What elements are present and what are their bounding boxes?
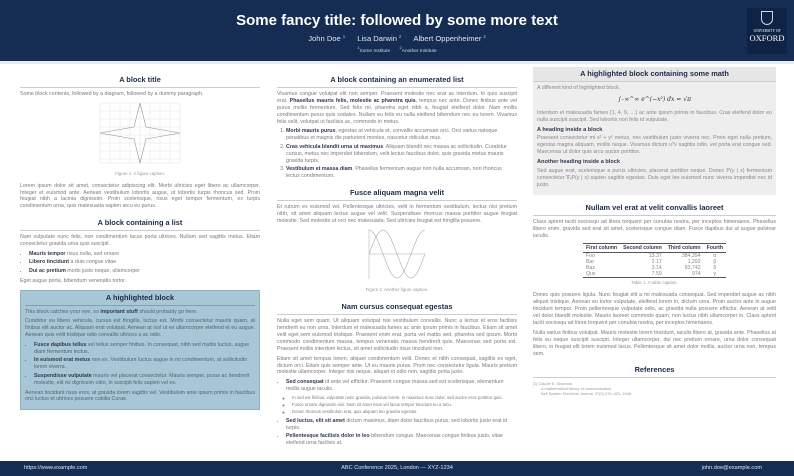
list-item: Morbi mauris purus, egestas at vehicula … — [286, 128, 517, 142]
bullet-list: Fusce dapibus tellus vel tellus semper f… — [34, 342, 255, 386]
table-cell: 2.17 — [651, 259, 662, 266]
enumerated-list: Morbi mauris purus, egestas at vehicula … — [286, 128, 517, 179]
list-item: Libero tincidunt a duis congue vitae — [29, 259, 260, 266]
table-cell: β — [713, 259, 717, 266]
paragraph: Sed augue erat, scelerisque a purus ultr… — [537, 168, 772, 188]
author: Lisa Darwin 2 — [357, 34, 402, 43]
table-cell: Baz — [585, 265, 595, 272]
poster-footer: ABC Conference 2025, London — XYZ-1234 h… — [0, 461, 794, 476]
paragraph: Eget augue porta, bibendum venenatis tor… — [20, 277, 127, 284]
crest-icon — [761, 11, 773, 25]
affiliation: 2Another Institute — [399, 45, 437, 54]
email-link[interactable]: john.doe@example.com — [701, 465, 762, 471]
bullet-list: Sed consequat id ante vel efficitur. Pra… — [286, 379, 517, 447]
table-cell: Foo — [585, 253, 595, 260]
paragraph: Lorem ipsum dolor sit amet, consectetur … — [20, 182, 260, 210]
data-table: First column Second column Third column … — [582, 243, 727, 279]
block-title: Nam cursus consequat egestas — [277, 300, 517, 316]
list-item: Dui ac pretium morbi justo neque, ullamc… — [29, 268, 260, 275]
table-cell: Qux — [582, 271, 621, 279]
website-link[interactable]: https://www.example.com — [24, 465, 88, 471]
table-row: Baz 3.14 83,742 δ — [583, 265, 726, 271]
sub-list: In sed est finibus, vulputate nunc gravi… — [292, 395, 517, 415]
table-row: Foo 13.37 384,394 α — [583, 253, 726, 260]
conference-name: ABC Conference 2025, London — XYZ-1234 — [341, 465, 453, 471]
paragraph: This block catches your eye, so importan… — [25, 308, 198, 315]
equation: ∫₋∞^∞ e^(−x²) dx = √π — [617, 95, 692, 103]
block-title: A block title — [20, 73, 260, 88]
figure-caption: Figure 1. A figure caption. — [115, 170, 165, 176]
list-item: Suspendisse vulputate mauris vel placera… — [34, 373, 255, 387]
paragraph: Vivamus congue volutpat elit non semper.… — [277, 90, 518, 125]
table-cell: Bar — [585, 259, 595, 266]
middle-column: A block containing an enumerated list Vi… — [277, 67, 517, 450]
paragraph: Nam vulputate nunc felis, non condimentu… — [20, 234, 260, 248]
paragraph: A different kind of highlighted block. — [537, 84, 621, 91]
table-cell: α — [713, 253, 717, 260]
list-item: Fusce dapibus tellus vel tellus semper f… — [34, 342, 255, 356]
block-title: Nullam vel erat at velit convallis laore… — [533, 201, 776, 216]
author-list: John Doe 1 Lisa Darwin 2 Albert Oppenhei… — [0, 32, 794, 44]
paragraph: Some block contents, followed by a diagr… — [20, 90, 204, 97]
block-title: A highlighted block containing some math — [533, 67, 776, 82]
sub-heading: Another heading inside a block — [537, 159, 620, 166]
star-diagram — [20, 101, 260, 168]
table-cell: 974 — [664, 271, 704, 279]
reference-item: [1] Claude E. Shannon. A mathematical th… — [533, 381, 632, 397]
poster-header: Some fancy title: followed by some more … — [0, 0, 794, 61]
block-title: A block containing an enumerated list — [277, 73, 517, 88]
affiliation: 1Some Institute — [357, 45, 391, 54]
paragraph: Nulla eget sem quam. Ut aliquam volutpat… — [277, 318, 517, 352]
list-item: Mauris tempor risus nulla, sed ornare — [29, 251, 260, 258]
paragraph: Praesent consectetur mi x² + y² metus, n… — [537, 135, 772, 156]
bullet-list: Mauris tempor risus nulla, sed ornare Li… — [29, 251, 260, 275]
sub-heading: A heading inside a block — [537, 126, 603, 133]
highlighted-block: A highlighted block This block catches y… — [20, 289, 260, 411]
list-item: In euismod erat metus non ex. Vestibulum… — [34, 357, 255, 371]
block-title: References — [533, 363, 776, 379]
header-divider — [0, 61, 794, 64]
sub-list-item: In sed est finibus, vulputate nunc gravi… — [292, 395, 517, 401]
paragraph: Nulla varius finibus volutpat. Mauris mo… — [533, 329, 776, 357]
paragraph: Interdum et malesuada fames {1, 4, 9, …}… — [537, 109, 772, 123]
paragraph: Class aptent taciti sociosqu ad litora t… — [533, 218, 776, 239]
table-row: Bar 2.17 1,392 β — [583, 259, 726, 265]
table-cell: δ — [713, 265, 717, 272]
affiliations: 1Some Institute 2Another Institute — [0, 45, 794, 56]
author: John Doe 1 — [308, 34, 346, 43]
paragraph: Aenean tincidunt risus eros, at gravida … — [25, 389, 255, 403]
paragraph: Et rutrum ex euismod vel. Pellentesque u… — [277, 203, 517, 224]
paragraph: Donec quis posuere ligula. Nunc feugiat … — [533, 292, 776, 326]
poster-title: Some fancy title: followed by some more … — [236, 12, 558, 29]
block-title: A highlighted block — [25, 291, 255, 306]
figure-caption: Figure 2. Another figure caption. — [365, 287, 429, 293]
table-cell: 1,392 — [687, 259, 701, 266]
list-item: Sed luctus, elit sit amet dictum maximus… — [286, 418, 517, 432]
sub-list-item: Fusce ornare dignissim nisi. Nam sit ame… — [292, 402, 517, 408]
list-item: Vestibulum et massa diam. Phasellus ferm… — [286, 166, 517, 180]
paragraph: Etiam sit amet tempus lorem, aliquet con… — [277, 355, 517, 376]
paragraph: Curabitur eu libero vehicula, cursus est… — [25, 318, 255, 339]
block-title: Fusce aliquam magna velit — [277, 186, 517, 201]
table-cell: 7.59 — [620, 271, 665, 279]
sine-plot — [277, 227, 517, 284]
list-item: Sed consequat id ante vel efficitur. Pra… — [286, 379, 517, 415]
oxford-logo: UNIVERSITY OF OXFORD — [747, 8, 787, 54]
left-column: A block title Some block contents, follo… — [20, 67, 260, 411]
math-block: A highlighted block containing some math… — [533, 67, 776, 195]
table-cell: γ — [703, 271, 727, 279]
author: Albert Oppenheimer 2 — [413, 34, 486, 43]
block-title: A block containing a list — [20, 216, 260, 232]
list-item: Cras vehicula blandit urna ut maximus. A… — [286, 144, 517, 165]
table-cell: 384,394 — [681, 253, 701, 260]
table-cell: 13.37 — [648, 253, 662, 260]
table-cell: 3.14 — [651, 265, 662, 272]
table-row: Qux 7.59 974 γ — [582, 271, 727, 279]
table-caption: Table 1. A table caption. — [631, 280, 678, 286]
sub-list-item: Donec rhoncus vestibulum erat, quis aliq… — [292, 409, 517, 415]
right-column: A highlighted block containing some math… — [533, 67, 776, 396]
table-cell: 83,742 — [684, 265, 701, 272]
list-item: Pellentesque facilisis dolor in leo bibe… — [286, 433, 517, 447]
